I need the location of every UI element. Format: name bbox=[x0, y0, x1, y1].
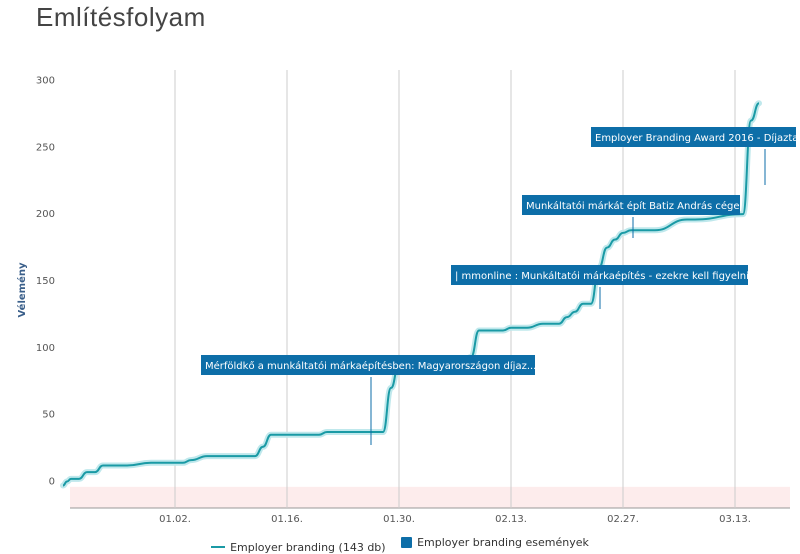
x-tick-label: 02.13. bbox=[495, 514, 527, 525]
series-line-halo bbox=[63, 103, 759, 485]
y-tick-label: 100 bbox=[36, 343, 55, 354]
event-label: Employer Branding Award 2016 - Díjazta bbox=[595, 132, 798, 144]
legend-series-label: Employer branding (143 db) bbox=[230, 541, 385, 554]
x-tick-label: 02.27. bbox=[607, 514, 639, 525]
legend-item-events[interactable]: Employer branding események bbox=[401, 536, 589, 549]
y-tick-label: 250 bbox=[36, 142, 55, 153]
negative-zone-band bbox=[70, 487, 790, 508]
x-tick-label: 01.02. bbox=[159, 514, 191, 525]
x-tick-label: 01.30. bbox=[383, 514, 415, 525]
event-label: | mmonline : Munkáltatói márkaépítés - e… bbox=[455, 270, 749, 282]
series-line[interactable] bbox=[63, 103, 759, 485]
y-tick-label: 150 bbox=[36, 276, 55, 287]
x-tick-label: 03.13. bbox=[719, 514, 751, 525]
event-label: Mérföldkő a munkáltatói márkaépítésben: … bbox=[205, 360, 536, 372]
y-tick-label: 50 bbox=[42, 410, 55, 421]
legend-events-label: Employer branding események bbox=[417, 536, 589, 549]
y-tick-label: 200 bbox=[36, 209, 55, 220]
event-label: Munkáltatói márkát épít Batiz András cég… bbox=[526, 200, 740, 212]
legend-item-series[interactable]: Employer branding (143 db) bbox=[211, 541, 385, 554]
event-annotation[interactable]: Employer Branding Award 2016 - Díjazta bbox=[591, 127, 798, 185]
event-annotation[interactable]: | mmonline : Munkáltatói márkaépítés - e… bbox=[451, 265, 749, 309]
y-tick-label: 0 bbox=[49, 477, 55, 488]
y-tick-label: 300 bbox=[36, 75, 55, 86]
y-axis-title: Vélemény bbox=[16, 262, 28, 318]
x-tick-label: 01.16. bbox=[271, 514, 303, 525]
legend-line-swatch bbox=[211, 546, 225, 548]
legend-box-swatch bbox=[401, 537, 412, 548]
